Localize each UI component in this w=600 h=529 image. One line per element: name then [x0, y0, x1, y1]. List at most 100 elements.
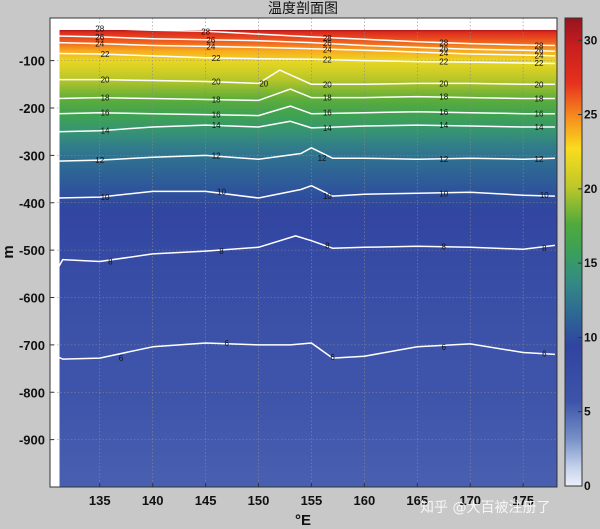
colorbar-ticks: 0 5 10 15 20 25 30: [578, 33, 598, 493]
contour-line-28: [57, 26, 555, 47]
contour-label: 12: [318, 154, 327, 163]
y-tick-label: -700: [19, 338, 45, 353]
contour-label: 14: [439, 121, 448, 130]
colorbar-bar: [565, 18, 582, 486]
contour-line-8: [51, 235, 555, 279]
contour-line-18: [57, 88, 555, 102]
contour-label: 10: [439, 189, 448, 198]
contour-label: 8: [542, 244, 547, 253]
contour-label: 14: [323, 124, 332, 133]
contour-label: 26: [323, 39, 332, 48]
contour-line-22: [57, 52, 555, 65]
contour-label: 24: [535, 51, 544, 60]
contour-label: 24: [439, 49, 448, 58]
x-tick-label: 140: [142, 493, 164, 508]
x-tick-label: 170: [459, 493, 481, 508]
colorbar-tick-label: 20: [584, 182, 598, 196]
colorbar-frame: [564, 17, 583, 487]
contour-line-16: [57, 105, 555, 117]
contour-label: 16: [212, 111, 221, 120]
y-tick-label: -200: [19, 101, 45, 116]
contour-label: 14: [535, 123, 544, 132]
contour-label: 16: [323, 109, 332, 118]
contour-label: 6: [542, 349, 547, 358]
x-axis-label: °E: [295, 512, 311, 529]
y-axis-label: m: [0, 245, 17, 258]
contour-line-6: [51, 342, 555, 360]
contour-lines: [51, 26, 555, 360]
watermark: 知乎 @大百被注册了: [420, 499, 550, 516]
contour-label: 20: [323, 80, 332, 89]
contour-label: 18: [212, 95, 221, 104]
colorbar-tick-label: 10: [584, 330, 598, 344]
contour-label: 24: [323, 45, 332, 54]
contour-label: 28: [323, 34, 332, 43]
contour-label: 18: [323, 94, 332, 103]
contour-label: 22: [212, 54, 221, 63]
x-tick-label: 160: [354, 493, 376, 508]
contour-label: 18: [439, 93, 448, 102]
contour-label: 20: [259, 79, 268, 88]
contour-line-20: [57, 69, 555, 86]
contour-line-24: [57, 41, 555, 57]
contour-label: 10: [323, 192, 332, 201]
contour-label: 16: [101, 109, 110, 118]
contour-label: 12: [95, 156, 104, 165]
contour-label: 18: [101, 94, 110, 103]
contour-label: 10: [217, 187, 226, 196]
y-axis-ticks: -100 -200 -300 -400 -500 -600 -700 -800 -900: [19, 54, 54, 448]
contour-label: 20: [212, 77, 221, 86]
contour-label: 20: [535, 80, 544, 89]
contour-label: 14: [212, 121, 221, 130]
colorbar-tick-label: 5: [584, 405, 591, 419]
y-tick-label: -800: [19, 385, 45, 400]
contour-label: 12: [439, 155, 448, 164]
contour-label: 28: [95, 24, 104, 33]
colorbar: 0 5 10 15 20 25 30: [564, 17, 598, 493]
x-tick-label: 155: [301, 493, 323, 508]
colorbar-tick-label: 0: [584, 479, 591, 493]
x-tick-label: 175: [512, 493, 534, 508]
contour-label: 12: [212, 151, 221, 160]
x-tick-label: 150: [248, 493, 270, 508]
x-tick-label: 135: [89, 493, 111, 508]
contour-label: 18: [535, 95, 544, 104]
contour-line-26: [57, 35, 555, 52]
contour-label: 14: [101, 127, 110, 136]
x-axis-ticks: 135 140 145 150 155 160 165 170 175: [89, 483, 534, 508]
contour-label: 6: [330, 353, 335, 362]
contour-label: 10: [540, 191, 549, 200]
temperature-field: [59, 30, 558, 487]
colorbar-tick-label: 30: [584, 33, 598, 47]
contour-label: 6: [442, 343, 447, 352]
y-tick-label: -500: [19, 243, 45, 258]
contour-line-14: [57, 120, 555, 133]
colorbar-tick-label: 15: [584, 256, 598, 270]
contour-label: 10: [101, 193, 110, 202]
contour-label: 6: [225, 339, 230, 348]
contour-label: 6: [119, 354, 124, 363]
colorbar-tick-label: 25: [584, 108, 598, 122]
contour-label: 24: [95, 40, 104, 49]
contour-label: 22: [439, 58, 448, 67]
contour-label: 28: [535, 41, 544, 50]
plot-frame: [49, 17, 558, 488]
contour-label: 20: [439, 79, 448, 88]
y-tick-label: -300: [19, 148, 45, 163]
contour-label: 26: [95, 33, 104, 42]
contour-label: 28: [201, 27, 210, 36]
contour-label: 26: [439, 44, 448, 53]
contour-label: 26: [535, 47, 544, 56]
contour-label: 24: [206, 42, 215, 51]
x-tick-label: 145: [195, 493, 217, 508]
contour-label: 28: [439, 39, 448, 48]
contour-label: 22: [101, 50, 110, 59]
x-tick-label: 165: [406, 493, 428, 508]
contour-label: 22: [323, 56, 332, 65]
contour-label: 12: [535, 155, 544, 164]
y-tick-label: -900: [19, 433, 45, 448]
chart-title: 温度剖面图: [268, 1, 338, 17]
contour-label: 26: [206, 36, 215, 45]
